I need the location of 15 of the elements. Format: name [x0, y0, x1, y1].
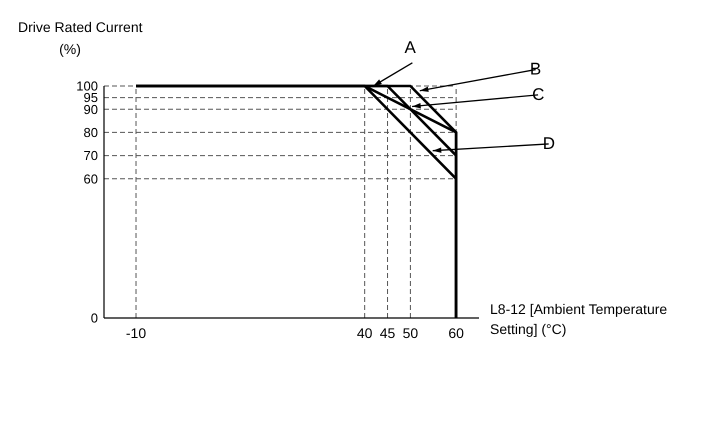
x-tick-label: 60 — [448, 325, 464, 341]
x-tick-label: 50 — [402, 325, 418, 341]
y-tick-label: 0 — [90, 310, 98, 326]
y-axis-title: Drive Rated Current (%) — [18, 19, 143, 57]
text: A — [404, 38, 416, 57]
y-tick-label: 60 — [84, 171, 98, 186]
x-tick-label: -10 — [126, 325, 146, 341]
x-tick-label: 45 — [380, 325, 396, 341]
text: B — [530, 60, 542, 79]
x-axis-title: L8-12 [Ambient Temperature Setting] (°C) — [490, 301, 668, 337]
y-tick-label: 70 — [84, 148, 98, 164]
x-tick-label: 40 — [356, 325, 373, 341]
text: C — [532, 84, 544, 104]
y-tick-label: 80 — [84, 124, 98, 140]
text: D — [542, 134, 555, 153]
